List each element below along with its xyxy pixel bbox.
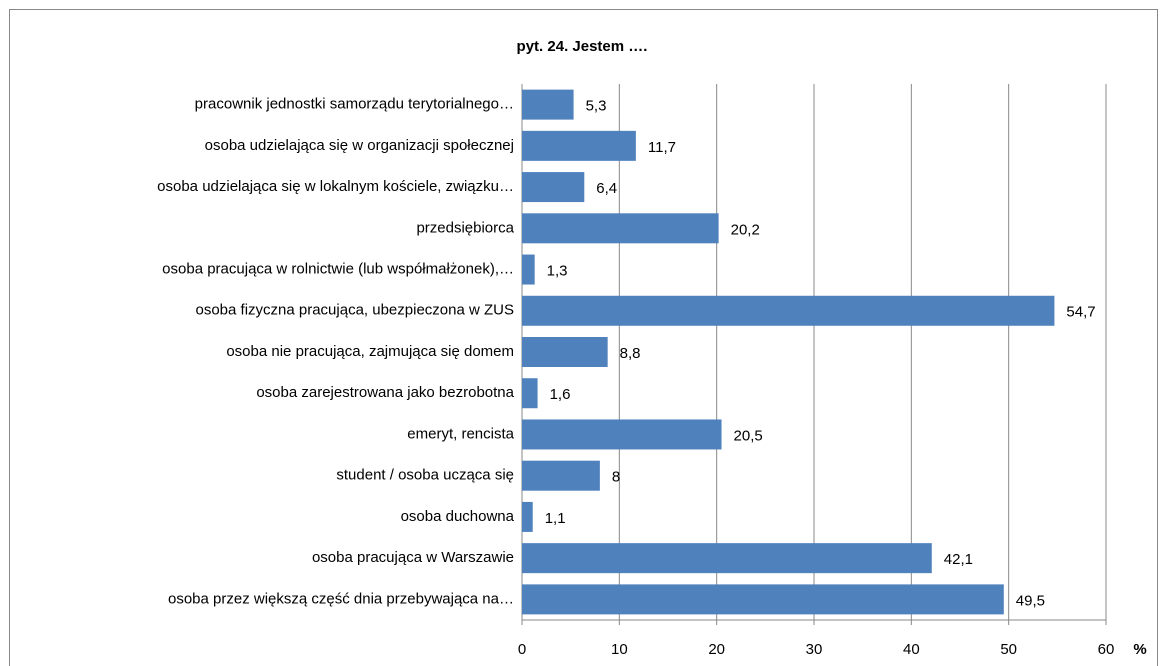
y-tick-label: osoba pracująca w Warszawie (312, 549, 514, 566)
x-tick-label: 0 (518, 641, 526, 658)
bar (522, 501, 533, 532)
bar (522, 378, 538, 409)
bar (522, 337, 608, 367)
y-tick-label: osoba fizyczna pracująca, ubezpieczona w… (195, 302, 514, 319)
y-tick-label: osoba przez większą część dnia przebywaj… (168, 590, 514, 607)
x-tick-label: 60 (1098, 641, 1115, 658)
y-tick-label: przedsiębiorca (416, 219, 514, 236)
bar (522, 172, 585, 203)
y-tick-label: osoba pracująca w rolnictwie (lub współm… (162, 261, 514, 278)
bar (522, 543, 932, 574)
bar (522, 213, 719, 244)
bar (522, 584, 1004, 615)
y-tick-label: osoba zarejestrowana jako bezrobotna (256, 384, 514, 401)
x-axis-label: % (1133, 641, 1146, 658)
value-label: 6,4 (596, 180, 617, 197)
value-label: 8,8 (620, 345, 641, 362)
bar (522, 419, 722, 450)
y-tick-label: osoba duchowna (401, 508, 515, 525)
y-tick-label: osoba udzielająca się w lokalnym kościel… (157, 178, 514, 195)
value-label: 1,3 (547, 263, 568, 280)
value-label: 8 (612, 469, 620, 486)
y-tick-label: student / osoba ucząca się (336, 467, 514, 484)
value-label: 49,5 (1016, 592, 1045, 609)
value-label: 20,2 (731, 221, 760, 238)
x-tick-label: 20 (708, 641, 725, 658)
bar (522, 254, 535, 285)
value-label: 20,5 (734, 427, 763, 444)
value-label: 42,1 (944, 551, 973, 568)
bar (522, 89, 574, 120)
bar (522, 295, 1055, 326)
value-label: 1,1 (545, 510, 566, 527)
x-tick-label: 50 (1000, 641, 1017, 658)
y-tick-label: pracownik jednostki samorządu terytorial… (195, 96, 514, 113)
x-tick-label: 30 (806, 641, 823, 658)
x-tick-label: 40 (903, 641, 920, 658)
value-label: 54,7 (1066, 304, 1095, 321)
y-tick-label: osoba nie pracująca, zajmująca się domem (226, 343, 514, 360)
bar (522, 130, 636, 161)
y-tick-label: osoba udzielająca się w organizacji społ… (205, 137, 514, 154)
value-label: 11,7 (648, 139, 676, 156)
value-label: 1,6 (550, 386, 571, 403)
x-tick-label: 10 (611, 641, 628, 658)
bar (522, 460, 600, 491)
value-label: 5,3 (586, 98, 607, 115)
y-tick-label: emeryt, rencista (407, 425, 514, 442)
chart-title: pyt. 24. Jestem …. (517, 38, 648, 55)
